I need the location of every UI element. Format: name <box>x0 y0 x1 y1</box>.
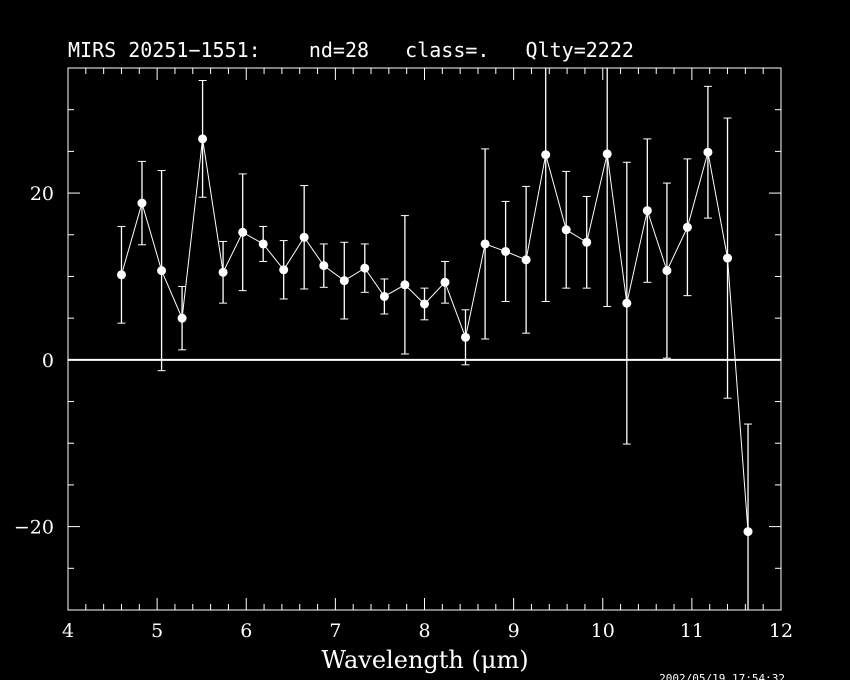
data-point <box>258 239 268 249</box>
data-point <box>662 266 672 276</box>
data-point <box>582 237 592 247</box>
x-tick-label: 5 <box>151 620 163 642</box>
x-tick-label: 12 <box>769 620 793 642</box>
x-tick-label: 6 <box>240 620 252 642</box>
x-tick-label: 10 <box>591 620 615 642</box>
data-point <box>137 198 147 208</box>
data-point <box>198 134 208 144</box>
data-point <box>460 332 470 342</box>
data-point <box>218 267 228 277</box>
series-line <box>120 138 749 532</box>
data-point <box>723 253 733 263</box>
data-point <box>339 276 349 286</box>
y-tick-label: −20 <box>14 517 54 539</box>
data-point <box>379 291 389 301</box>
x-tick-label: 9 <box>508 620 520 642</box>
data-point <box>319 261 329 271</box>
data-point <box>238 227 248 237</box>
data-point <box>299 232 309 242</box>
y-tick-label: 0 <box>42 350 54 372</box>
x-tick-label: 4 <box>62 620 74 642</box>
data-point <box>602 149 612 159</box>
data-point <box>440 277 450 287</box>
data-point <box>177 313 187 323</box>
data-point <box>541 150 551 160</box>
x-axis-label: Wavelength (μm) <box>321 646 528 674</box>
data-point <box>157 266 167 276</box>
y-tick-label: 20 <box>30 183 54 205</box>
x-tick-labels: 4 5 6 7 8 9 10 11 12 <box>62 620 793 642</box>
data-point <box>642 206 652 216</box>
data-point <box>743 527 753 537</box>
data-point <box>279 265 289 275</box>
data-point <box>501 246 511 256</box>
data-point <box>400 280 410 290</box>
axis-ticks <box>67 67 782 611</box>
data-point <box>480 239 490 249</box>
y-tick-labels: −20 0 20 <box>14 183 54 539</box>
x-tick-label: 7 <box>329 620 341 642</box>
data-point <box>521 255 531 265</box>
chart-title: MIRS 20251−1551: nd=28 class=. Qlty=2222 <box>68 38 634 62</box>
data-point <box>622 298 632 308</box>
data-markers <box>116 134 753 537</box>
data-point <box>703 147 713 157</box>
x-tick-label: 8 <box>418 620 430 642</box>
data-point <box>561 225 571 235</box>
x-tick-label: 11 <box>680 620 704 642</box>
data-point <box>116 270 126 280</box>
data-point <box>420 299 429 309</box>
data-point <box>360 263 370 273</box>
data-point <box>682 222 692 232</box>
timestamp: 2002/05/19 17:54:32 <box>659 672 785 680</box>
